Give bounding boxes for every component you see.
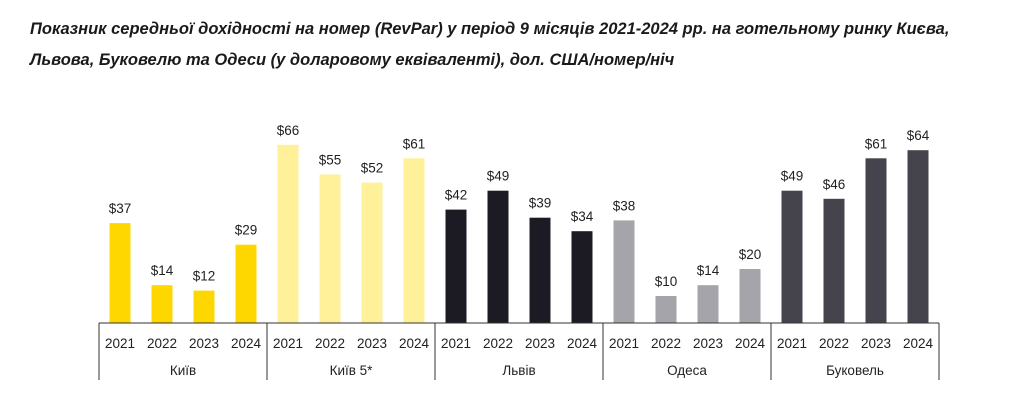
value-label-kyiv-5star-2023: $52 bbox=[361, 161, 384, 176]
x-tick-label-odesa-2024: 2024 bbox=[735, 336, 766, 351]
bar-kyiv-2022 bbox=[151, 285, 173, 323]
value-label-lviv-2023: $39 bbox=[529, 196, 552, 211]
value-label-kyiv-2023: $12 bbox=[193, 269, 216, 284]
x-tick-label-kyiv-5star-2023: 2023 bbox=[357, 336, 387, 351]
bar-lviv-2021 bbox=[445, 209, 467, 323]
value-label-lviv-2021: $42 bbox=[445, 188, 468, 203]
x-tick-label-odesa-2021: 2021 bbox=[609, 336, 639, 351]
x-tick-label-lviv-2024: 2024 bbox=[567, 336, 598, 351]
value-label-odesa-2022: $10 bbox=[655, 274, 678, 289]
x-tick-label-bukovel-2022: 2022 bbox=[819, 336, 849, 351]
value-label-kyiv-2022: $14 bbox=[151, 263, 174, 278]
x-tick-label-kyiv-2023: 2023 bbox=[189, 336, 219, 351]
value-label-kyiv-5star-2024: $61 bbox=[403, 136, 426, 151]
value-label-lviv-2024: $34 bbox=[571, 209, 594, 224]
x-tick-label-kyiv-5star-2021: 2021 bbox=[273, 336, 303, 351]
bar-lviv-2022 bbox=[487, 190, 509, 323]
x-tick-label-odesa-2023: 2023 bbox=[693, 336, 723, 351]
x-tick-label-kyiv-2022: 2022 bbox=[147, 336, 177, 351]
x-tick-label-bukovel-2024: 2024 bbox=[903, 336, 934, 351]
bars-layer: $37 $14 $12 $29 $66 $55 $52 $61 $42 $49 $39 $34 $38 $… bbox=[109, 123, 930, 323]
bar-lviv-2024 bbox=[571, 231, 593, 323]
group-label-lviv: Львів bbox=[502, 363, 535, 378]
x-tick-label-kyiv-2024: 2024 bbox=[231, 336, 262, 351]
value-label-odesa-2023: $14 bbox=[697, 263, 720, 278]
bar-bukovel-2022 bbox=[823, 198, 845, 323]
value-label-bukovel-2021: $49 bbox=[781, 169, 804, 184]
bar-bukovel-2021 bbox=[781, 190, 803, 323]
bar-kyiv-5star-2024 bbox=[403, 158, 425, 323]
value-label-bukovel-2023: $61 bbox=[865, 136, 888, 151]
bar-kyiv-2023 bbox=[193, 290, 215, 323]
bar-odesa-2024 bbox=[739, 269, 761, 323]
chart-title: Показник середньої дохідності на номер (… bbox=[30, 20, 950, 69]
x-tick-label-lviv-2021: 2021 bbox=[441, 336, 471, 351]
x-tick-label-bukovel-2023: 2023 bbox=[861, 336, 891, 351]
group-label-odesa: Одеса bbox=[667, 363, 707, 378]
bar-kyiv-2021 bbox=[109, 223, 131, 323]
x-tick-label-kyiv-5star-2024: 2024 bbox=[399, 336, 430, 351]
bar-kyiv-5star-2022 bbox=[319, 174, 341, 323]
bar-lviv-2023 bbox=[529, 217, 551, 323]
bar-kyiv-5star-2021 bbox=[277, 144, 299, 323]
x-tick-label-odesa-2022: 2022 bbox=[651, 336, 681, 351]
value-label-kyiv-2024: $29 bbox=[235, 223, 258, 238]
bar-odesa-2022 bbox=[655, 296, 677, 323]
bar-kyiv-5star-2023 bbox=[361, 182, 383, 323]
category-axis: 2021 2022 2023 2024 Київ 2021 2022 2023 2024 Київ… bbox=[98, 322, 940, 380]
value-label-lviv-2022: $49 bbox=[487, 169, 510, 184]
value-label-bukovel-2024: $64 bbox=[907, 128, 930, 143]
value-label-kyiv-2021: $37 bbox=[109, 201, 132, 216]
group-label-kyiv: Київ bbox=[170, 363, 196, 378]
x-tick-label-lviv-2023: 2023 bbox=[525, 336, 555, 351]
group-label-bukovel: Буковель bbox=[826, 363, 884, 378]
value-label-bukovel-2022: $46 bbox=[823, 177, 846, 192]
value-label-kyiv-5star-2022: $55 bbox=[319, 153, 342, 168]
value-label-kyiv-5star-2021: $66 bbox=[277, 123, 300, 138]
x-tick-label-kyiv-5star-2022: 2022 bbox=[315, 336, 345, 351]
bar-kyiv-2024 bbox=[235, 244, 257, 323]
bar-bukovel-2023 bbox=[865, 158, 887, 323]
bar-bukovel-2024 bbox=[907, 150, 929, 323]
x-tick-label-lviv-2022: 2022 bbox=[483, 336, 513, 351]
value-label-odesa-2021: $38 bbox=[613, 198, 636, 213]
bar-odesa-2023 bbox=[697, 285, 719, 323]
group-label-kyiv-5star: Київ 5* bbox=[330, 363, 374, 378]
value-label-odesa-2024: $20 bbox=[739, 247, 762, 262]
x-tick-label-bukovel-2021: 2021 bbox=[777, 336, 807, 351]
bar-odesa-2021 bbox=[613, 220, 635, 323]
x-tick-label-kyiv-2021: 2021 bbox=[105, 336, 135, 351]
